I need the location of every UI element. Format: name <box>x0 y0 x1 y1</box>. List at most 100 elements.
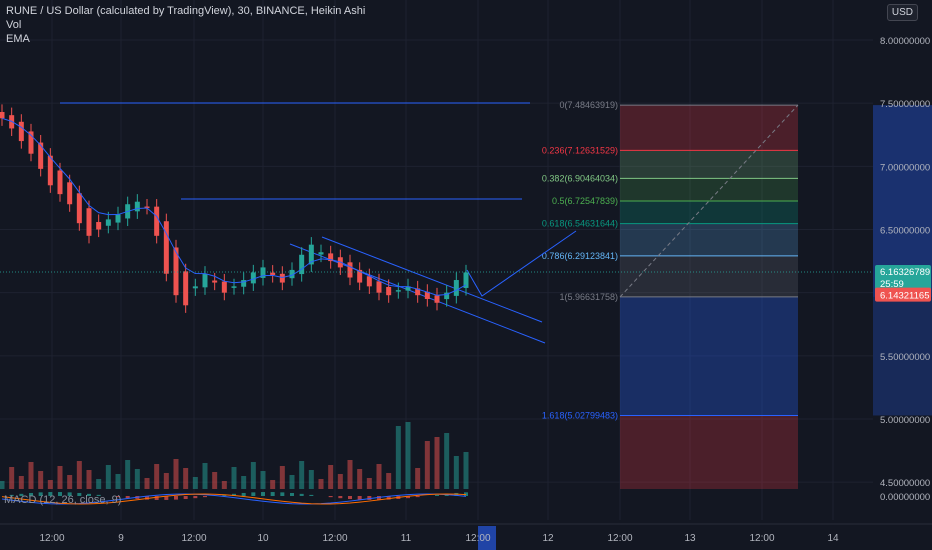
ema-price-label: 6.14321165 <box>880 291 930 302</box>
fib-level-label: 0.236(7.12631529) <box>542 145 618 155</box>
candle-body <box>57 170 63 195</box>
price-tick-label: 6.50000000 <box>880 226 930 237</box>
candle-body <box>183 271 189 306</box>
time-tick-label: 10 <box>257 533 269 544</box>
last-price-tag <box>875 265 931 292</box>
price-tick-label: 7.50000000 <box>880 99 930 110</box>
candle-body <box>0 112 5 119</box>
volume-bar <box>415 468 421 489</box>
price-tick-label: 8.00000000 <box>880 36 930 47</box>
volume-bar <box>18 476 24 489</box>
volume-bar <box>386 473 392 489</box>
candle-body <box>308 244 314 265</box>
drawings <box>60 102 577 344</box>
macd-bar <box>87 493 91 496</box>
volume-bar <box>357 469 363 489</box>
volume-bar <box>337 474 343 489</box>
macd-bar <box>183 496 188 500</box>
volume-bar <box>57 466 63 489</box>
volume-bar <box>250 462 256 489</box>
macd-bar <box>348 496 352 500</box>
macd-bar <box>415 496 420 498</box>
time-tick-label: 12:00 <box>39 533 64 544</box>
macd-bar <box>261 492 265 496</box>
indicator-ema[interactable]: EMA <box>6 33 30 45</box>
ema-price-tag <box>875 287 931 302</box>
candle-body <box>444 292 450 300</box>
volume-bar <box>202 463 208 489</box>
price-tick-label: 7.00000000 <box>880 162 930 173</box>
last-price-label: 6.16326789 <box>880 267 930 278</box>
candle-body <box>144 206 150 209</box>
volume-bar <box>183 468 189 489</box>
candle-body <box>76 193 82 224</box>
macd-bar <box>125 496 130 499</box>
macd-bar <box>386 496 391 500</box>
time-tick-label: 12:00 <box>607 533 632 544</box>
candle-body <box>279 273 285 283</box>
price-axis-range <box>873 105 932 297</box>
candle-body <box>105 219 111 226</box>
candle-body <box>202 273 208 288</box>
candle-body <box>453 280 459 296</box>
volume-bar <box>241 476 247 489</box>
candle-body <box>270 272 276 275</box>
candle-body <box>386 286 392 296</box>
macd-legend[interactable]: MACD (12, 26, close, 9) <box>4 494 122 506</box>
symbol-title[interactable]: RUNE / US Dollar (calculated by TradingV… <box>6 5 366 17</box>
candle-body <box>173 247 179 296</box>
candles <box>0 104 469 313</box>
countdown-label: 25:59 <box>880 279 904 290</box>
macd-bar <box>116 496 120 498</box>
volume-bar <box>38 471 44 489</box>
volume-bar <box>115 474 121 489</box>
macd-bar <box>309 494 314 496</box>
candle-body <box>415 288 421 296</box>
macd-signal-line <box>1 493 467 505</box>
volume-bar <box>299 461 305 489</box>
candle-body <box>231 286 237 288</box>
fib-zone <box>620 296 798 416</box>
time-tick-label: 14 <box>827 533 839 544</box>
macd-bar <box>174 496 178 500</box>
fib-zone <box>620 223 798 256</box>
volume-bar <box>424 441 430 489</box>
macd-bar <box>377 496 381 500</box>
time-tick-label: 13 <box>684 533 696 544</box>
macd-bar <box>435 494 439 496</box>
candle-body <box>318 252 324 255</box>
macd-bar <box>164 496 169 500</box>
macd-bar <box>280 492 285 496</box>
fib-zone <box>620 150 798 179</box>
price-tick-label: 5.00000000 <box>880 415 930 426</box>
volume-bar <box>47 480 53 489</box>
currency-button[interactable]: USD <box>886 4 918 21</box>
fib-zone <box>620 178 798 202</box>
macd-bar <box>38 492 43 496</box>
candle-body <box>96 222 102 230</box>
fib-level-label: 1(5.96631758) <box>559 292 618 302</box>
macd-bar <box>29 492 33 496</box>
macd-bar <box>96 494 101 496</box>
macd-bar <box>203 496 207 498</box>
indicator-vol[interactable]: Vol <box>6 19 22 31</box>
time-tick-label: 12:00 <box>465 533 490 544</box>
volume-bar <box>67 475 73 489</box>
channel-line <box>321 236 543 323</box>
macd-bar <box>241 492 246 496</box>
time-tick-label: 12:00 <box>322 533 347 544</box>
volume-bar <box>125 460 131 489</box>
volume-bar <box>279 466 285 489</box>
volume-bar <box>28 462 34 489</box>
macd-bar <box>19 493 24 496</box>
time-tick-label: 12 <box>542 533 554 544</box>
candle-body <box>289 269 295 279</box>
volume-bar <box>9 467 15 489</box>
volume-bar <box>221 481 227 489</box>
macd-bar <box>58 492 62 496</box>
macd-bar <box>67 492 72 496</box>
macd-bar <box>232 493 236 496</box>
fib-trend-line <box>619 104 799 298</box>
